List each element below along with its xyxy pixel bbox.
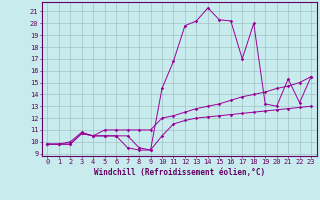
X-axis label: Windchill (Refroidissement éolien,°C): Windchill (Refroidissement éolien,°C): [94, 168, 265, 177]
